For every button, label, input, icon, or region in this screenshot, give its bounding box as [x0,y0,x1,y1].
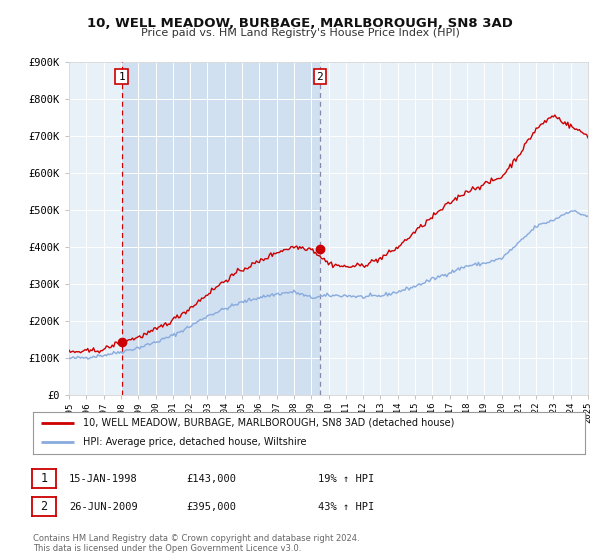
Bar [122,62,320,395]
Text: Price paid vs. HM Land Registry's House Price Index (HPI): Price paid vs. HM Land Registry's House … [140,28,460,38]
Text: 19% ↑ HPI: 19% ↑ HPI [318,474,374,484]
Text: 43% ↑ HPI: 43% ↑ HPI [318,502,374,512]
Text: 26-JUN-2009: 26-JUN-2009 [69,502,138,512]
Text: 1: 1 [40,472,47,486]
Text: Contains HM Land Registry data © Crown copyright and database right 2024.: Contains HM Land Registry data © Crown c… [33,534,359,543]
Text: 2: 2 [40,500,47,514]
Text: 15-JAN-1998: 15-JAN-1998 [69,474,138,484]
Text: HPI: Average price, detached house, Wiltshire: HPI: Average price, detached house, Wilt… [83,437,306,447]
Text: 10, WELL MEADOW, BURBAGE, MARLBOROUGH, SN8 3AD: 10, WELL MEADOW, BURBAGE, MARLBOROUGH, S… [87,17,513,30]
Text: 1: 1 [118,72,125,82]
Text: 2: 2 [316,72,323,82]
Text: 10, WELL MEADOW, BURBAGE, MARLBOROUGH, SN8 3AD (detached house): 10, WELL MEADOW, BURBAGE, MARLBOROUGH, S… [83,418,454,428]
Text: £143,000: £143,000 [186,474,236,484]
Text: £395,000: £395,000 [186,502,236,512]
Text: This data is licensed under the Open Government Licence v3.0.: This data is licensed under the Open Gov… [33,544,301,553]
